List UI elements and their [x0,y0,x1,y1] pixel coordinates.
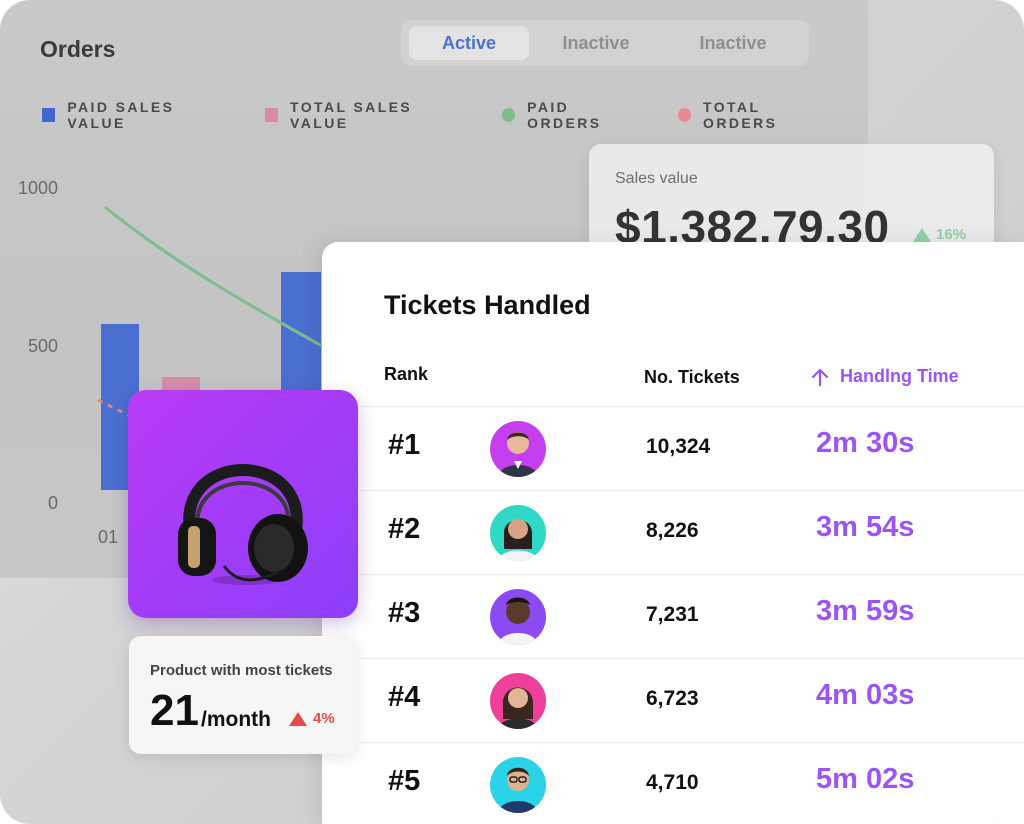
row-rank: #3 [388,597,421,629]
row-ticket-count: 8,226 [646,519,699,542]
tab-inactive-1[interactable]: Inactive [562,32,630,53]
legend-total-orders: TOTAL ORDERS [677,99,834,131]
line-total-orders [97,398,131,418]
row-ticket-count: 7,231 [646,603,699,626]
legend-swatch-paid-sales [42,108,56,122]
row-handling-time: 2m 30s [816,427,915,459]
sales-value-label: Sales value [615,170,698,187]
row-ticket-count: 10,324 [646,435,711,458]
x-tick-01: 01 [98,527,119,547]
person-icon [498,767,538,813]
bar-paid-sales-02 [281,272,321,390]
line-paid-orders [104,205,323,348]
sales-change-value: 16% [936,226,967,243]
product-label: Product with most tickets [150,662,333,679]
legend-paid-sales: PAID SALES VALUE [42,99,231,131]
avatar [490,757,546,813]
orders-title: Orders [40,36,116,62]
y-tick-1000: 1000 [18,178,59,198]
header-handling-time[interactable]: Handlng Time [810,366,959,387]
product-value: 21 [150,686,199,735]
ticket-row[interactable]: #3 7,231 3m 59s [360,574,1024,658]
legend-label-paid-sales: PAID SALES VALUE [67,99,175,131]
legend-dot-total-orders [677,108,692,122]
person-icon [498,519,538,561]
legend-dot-paid-orders [501,108,516,122]
row-handling-time: 4m 03s [816,679,915,711]
tickets-panel: Tickets Handled Rank No. Tickets Handlng… [322,242,1024,824]
ticket-row[interactable]: #1 10,324 2m 30s [360,406,1024,490]
legend-paid-orders: PAID ORDERS [501,99,644,131]
product-unit: /month [201,708,271,731]
row-rank: #1 [388,429,421,461]
row-rank: #5 [388,765,421,797]
triangle-up-icon [913,227,931,242]
row-ticket-count: 6,723 [646,687,699,710]
triangle-up-icon [289,711,307,726]
legend-swatch-total-sales [264,108,279,122]
header-tickets: No. Tickets [644,367,740,387]
orders-tabs: Active Inactive Inactive [401,20,809,66]
row-rank: #2 [388,513,421,545]
sort-arrow-up-icon [811,368,829,386]
person-icon [498,432,538,477]
row-ticket-count: 4,710 [646,771,699,794]
ticket-row[interactable]: #4 6,723 4m 03s [360,658,1024,742]
row-handling-time: 5m 02s [816,763,915,795]
person-icon [498,687,538,729]
legend-label-total-sales: TOTAL SALES VALUE [290,99,413,131]
tickets-title: Tickets Handled [384,290,591,320]
headphones-icon [178,464,308,585]
header-rank: Rank [384,364,429,384]
avatar [490,421,546,477]
product-stats-card: Product with most tickets 21 /month 4% [129,636,357,754]
product-image[interactable] [128,390,358,618]
avatar [490,673,546,729]
row-rank: #4 [388,681,421,713]
row-handling-time: 3m 54s [816,511,915,543]
person-icon [498,597,538,645]
row-handling-time: 3m 59s [816,595,915,627]
ticket-row[interactable]: #5 4,710 5m 02s [360,742,1024,824]
chart-legend: PAID SALES VALUE TOTAL SALES VALUE PAID … [42,99,868,131]
product-change-badge: 4% [289,710,335,727]
product-change-value: 4% [313,710,335,727]
y-tick-500: 500 [28,336,59,356]
avatar [490,505,546,561]
header-handling-time-label: Handlng Time [840,366,959,386]
bar-total-sales-01 [162,376,200,390]
orders-lines [97,205,323,418]
ticket-row[interactable]: #2 8,226 3m 54s [360,490,1024,574]
avatar [490,589,546,645]
tab-active[interactable]: Active [409,26,529,60]
legend-label-paid-orders: PAID ORDERS [527,99,602,131]
legend-total-sales: TOTAL SALES VALUE [264,99,468,131]
sales-change-badge: 16% [913,226,966,243]
y-tick-0: 0 [48,493,59,513]
legend-label-total-orders: TOTAL ORDERS [703,99,778,131]
tab-inactive-2[interactable]: Inactive [699,32,767,53]
